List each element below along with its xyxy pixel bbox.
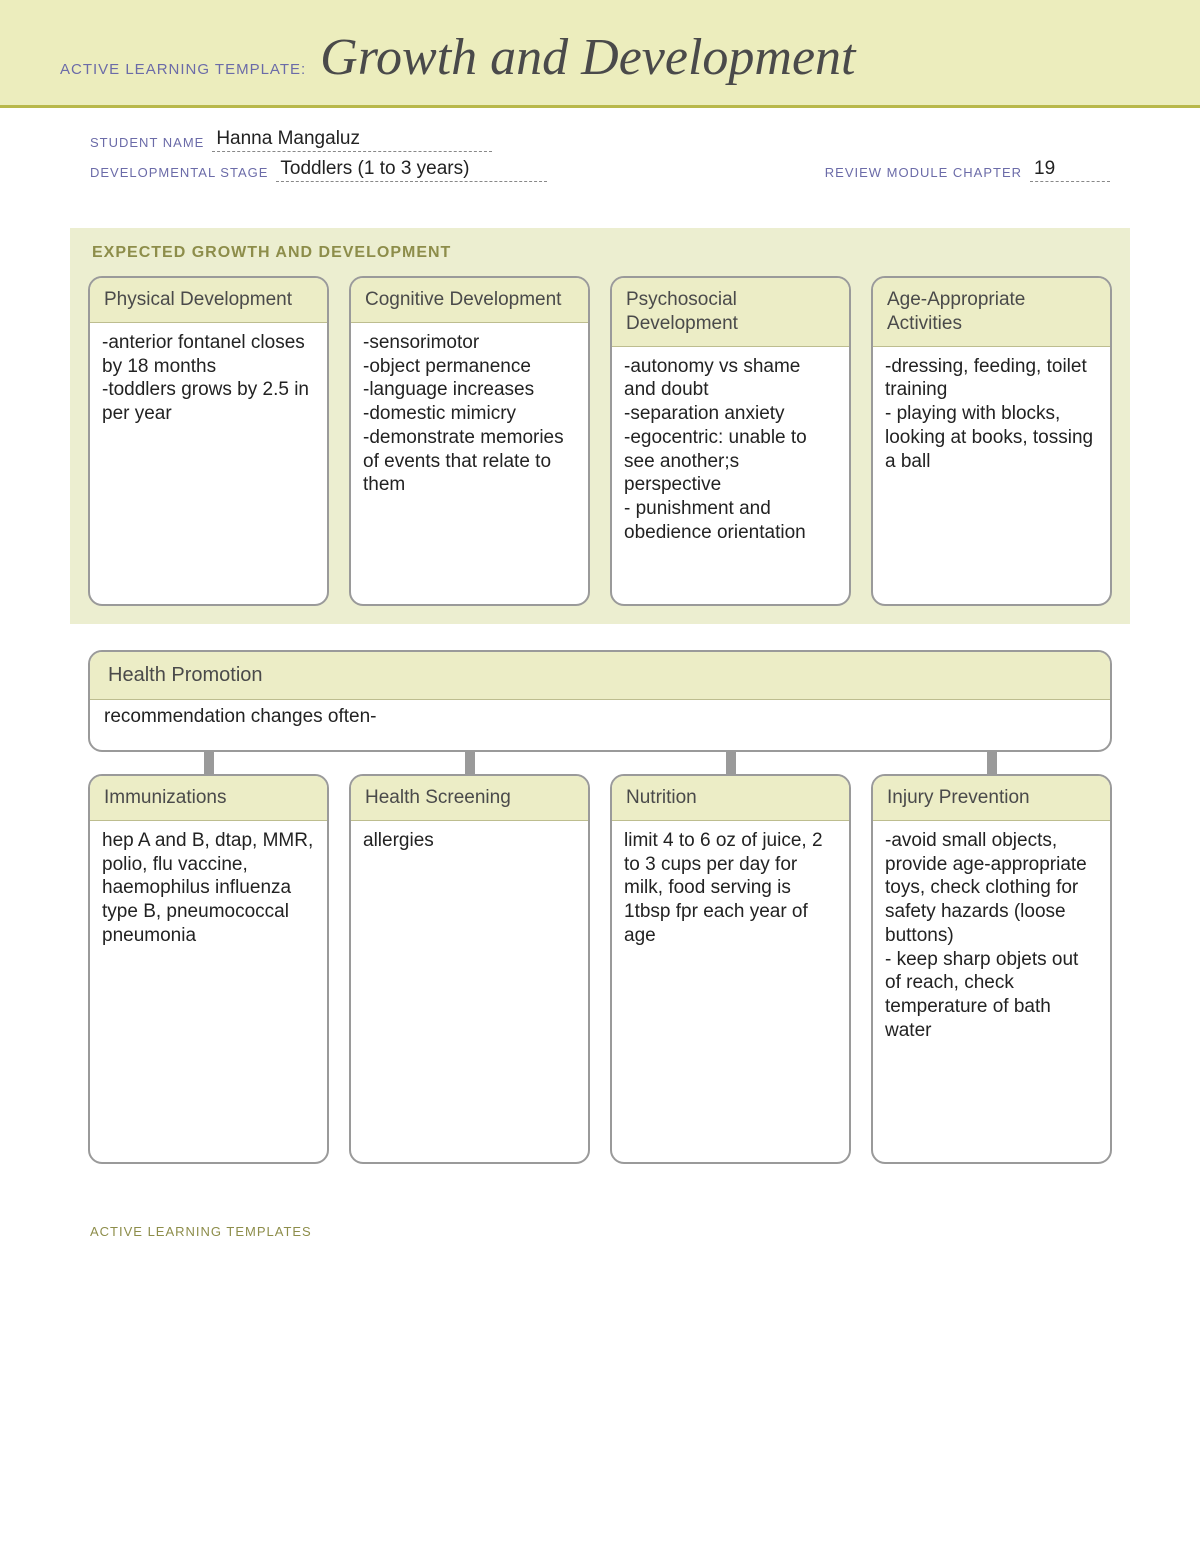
card-body: -anterior fontanel closes by 18 months -… bbox=[90, 323, 327, 434]
chapter-field[interactable]: 19 bbox=[1030, 158, 1110, 182]
card-health-promotion: Health Promotion recommendation changes … bbox=[88, 650, 1112, 752]
chapter-label: REVIEW MODULE CHAPTER bbox=[825, 165, 1022, 182]
card-nutrition: Nutrition limit 4 to 6 oz of juice, 2 to… bbox=[610, 774, 851, 1164]
card-health-screening: Health Screening allergies bbox=[349, 774, 590, 1164]
expected-growth-section: EXPECTED GROWTH AND DEVELOPMENT Physical… bbox=[70, 228, 1130, 624]
card-body: -autonomy vs shame and doubt -separation… bbox=[612, 347, 849, 553]
card-injury-prevention: Injury Prevention -avoid small objects, … bbox=[871, 774, 1112, 1164]
card-body: recommendation changes often- bbox=[90, 700, 1110, 750]
card-body: hep A and B, dtap, MMR, polio, flu vacci… bbox=[90, 821, 327, 956]
card-body: allergies bbox=[351, 821, 588, 861]
header-band: ACTIVE LEARNING TEMPLATE: Growth and Dev… bbox=[0, 0, 1200, 108]
connector-row bbox=[70, 752, 1130, 774]
card-header: Health Screening bbox=[351, 776, 588, 821]
card-cognitive-development: Cognitive Development -sensorimotor -obj… bbox=[349, 276, 590, 606]
card-header: Age-Appropriate Activities bbox=[873, 278, 1110, 347]
stage-label: DEVELOPMENTAL STAGE bbox=[90, 165, 268, 182]
connector-bar bbox=[726, 752, 736, 774]
card-body: -sensorimotor -object permanence -langua… bbox=[351, 323, 588, 505]
card-physical-development: Physical Development -anterior fontanel … bbox=[88, 276, 329, 606]
connector-bar bbox=[465, 752, 475, 774]
connector-bar bbox=[204, 752, 214, 774]
student-name-field[interactable]: Hanna Mangaluz bbox=[212, 128, 492, 152]
meta-area: STUDENT NAME Hanna Mangaluz DEVELOPMENTA… bbox=[0, 108, 1200, 198]
card-header: Cognitive Development bbox=[351, 278, 588, 323]
card-body: -dressing, feeding, toilet training - pl… bbox=[873, 347, 1110, 482]
connector-bar bbox=[987, 752, 997, 774]
card-header: Injury Prevention bbox=[873, 776, 1110, 821]
card-header: Nutrition bbox=[612, 776, 849, 821]
card-body: limit 4 to 6 oz of juice, 2 to 3 cups pe… bbox=[612, 821, 849, 956]
student-name-label: STUDENT NAME bbox=[90, 135, 204, 152]
card-psychosocial-development: Psychosocial Development -autonomy vs sh… bbox=[610, 276, 851, 606]
page-title: Growth and Development bbox=[320, 28, 855, 87]
card-body: -avoid small objects, provide age-approp… bbox=[873, 821, 1110, 1051]
section-title: EXPECTED GROWTH AND DEVELOPMENT bbox=[88, 244, 1112, 262]
template-label: ACTIVE LEARNING TEMPLATE: bbox=[60, 61, 306, 78]
stage-field[interactable]: Toddlers (1 to 3 years) bbox=[276, 158, 546, 182]
footer-label: ACTIVE LEARNING TEMPLATES bbox=[0, 1174, 1200, 1269]
card-age-appropriate-activities: Age-Appropriate Activities -dressing, fe… bbox=[871, 276, 1112, 606]
card-header: Immunizations bbox=[90, 776, 327, 821]
card-header: Health Promotion bbox=[90, 652, 1110, 700]
card-header: Physical Development bbox=[90, 278, 327, 323]
card-header: Psychosocial Development bbox=[612, 278, 849, 347]
card-immunizations: Immunizations hep A and B, dtap, MMR, po… bbox=[88, 774, 329, 1164]
